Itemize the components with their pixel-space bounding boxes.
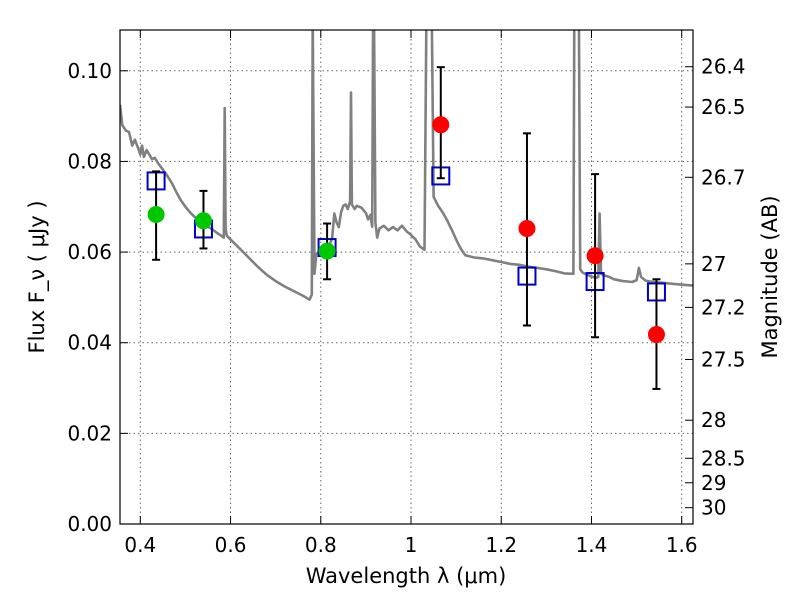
axis-ticks: 0.4 0.6 0.8 1 1.2 1.4 1.6 0.00 0.02 0.04 0.06 0.08 0… xyxy=(67,30,746,557)
right-tick-label: 26.7 xyxy=(701,165,746,189)
y-tick-label: 0.04 xyxy=(67,331,112,355)
x-tick-label: 1 xyxy=(405,533,418,557)
right-tick-label: 27 xyxy=(701,252,726,276)
right-tick-label: 28.5 xyxy=(701,446,746,470)
right-tick-label: 26.4 xyxy=(701,55,746,79)
y-axis-label-group: Flux F_ν ( μJy ) xyxy=(25,200,50,353)
right-tick-label: 27.5 xyxy=(701,347,746,371)
observed-flux-point xyxy=(647,326,665,344)
y-tick-label: 0.02 xyxy=(67,421,112,445)
right-axis-label-group: Magnitude (AB) xyxy=(758,195,782,358)
sed-model-line xyxy=(120,30,693,301)
x-tick-label: 0.8 xyxy=(305,533,337,557)
observed-flux-point xyxy=(518,220,536,238)
right-tick-label: 28 xyxy=(701,408,726,432)
observed-flux-point xyxy=(194,212,212,230)
right-tick-label: 29 xyxy=(701,471,726,495)
observed-flux-point xyxy=(586,247,604,265)
y-tick-label: 0.00 xyxy=(67,512,112,536)
x-tick-label: 0.4 xyxy=(124,533,156,557)
y-tick-label: 0.06 xyxy=(67,240,112,264)
x-tick-label: 1.6 xyxy=(666,533,698,557)
observed-flux-point xyxy=(318,242,336,260)
x-tick-label: 1.4 xyxy=(576,533,608,557)
right-tick-label: 30 xyxy=(701,496,726,520)
right-tick-label: 26.5 xyxy=(701,95,746,119)
observed-flux-point xyxy=(147,205,165,223)
plot-frame xyxy=(119,29,694,525)
x-tick-label: 1.2 xyxy=(485,533,517,557)
y-tick-label: 0.10 xyxy=(67,59,112,83)
y-tick-label: 0.08 xyxy=(67,149,112,173)
grid-lines xyxy=(120,30,693,525)
x-axis-label: Wavelength λ (μm) xyxy=(306,564,507,588)
right-axis-label: Magnitude (AB) xyxy=(758,195,782,358)
plot-area xyxy=(120,30,693,390)
right-tick-label: 27.2 xyxy=(701,295,746,319)
x-tick-label: 0.6 xyxy=(215,533,247,557)
observed-flux-point xyxy=(432,116,450,134)
y-axis-label: Flux F_ν ( μJy ) xyxy=(25,200,50,353)
